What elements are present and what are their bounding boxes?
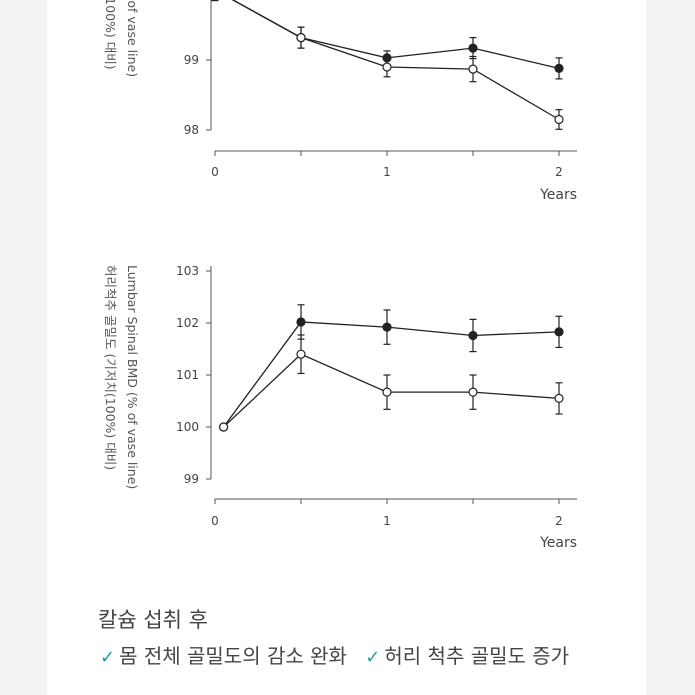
chart1-ylabel-ko: 몸 전체 골밀도 (기저치(100%) 대비): [103, 0, 118, 70]
y-tick-label: 98: [184, 123, 199, 137]
content-card: [47, 0, 646, 695]
chart2-ylabel-en: Lumbar Spinal BMD (% of vase line): [125, 265, 140, 489]
data-point-open: [382, 387, 392, 397]
chart1: 98 99 0 1 2: [184, 0, 577, 179]
x-tick-label: 0: [211, 165, 219, 179]
chart2: 99 100 101 102 103 0 1 2: [176, 264, 577, 528]
benefit-list: ✓ 몸 전체 골밀도의 감소 완화 ✓ 허리 척추 골밀도 증가: [100, 640, 581, 669]
check-icon: ✓: [365, 647, 381, 668]
y-tick-label: 101: [176, 368, 199, 382]
y-tick-label: 99: [184, 53, 199, 67]
data-point-open: [296, 32, 306, 43]
data-point-filled: [468, 330, 478, 341]
benefit-item: ✓ 허리 척추 골밀도 증가: [365, 640, 569, 669]
data-point-open: [554, 393, 564, 403]
data-point-open: [468, 64, 478, 74]
x-tick-label: 1: [383, 514, 391, 528]
data-point-filled: [296, 317, 306, 327]
data-point-open: [382, 62, 392, 72]
x-tick-label: 0: [211, 514, 219, 528]
data-point-filled: [382, 53, 392, 63]
data-point-open: [554, 114, 564, 125]
data-point-filled: [468, 43, 478, 53]
y-tick-label: 102: [176, 316, 199, 330]
data-point-filled: [382, 322, 392, 332]
x-tick-label: 1: [383, 165, 391, 179]
data-point-open: [219, 422, 229, 432]
data-point-filled: [554, 63, 564, 74]
data-point-open: [468, 387, 478, 397]
x-tick-label: 2: [555, 165, 563, 179]
series-line-filled: [223, 321, 560, 428]
chart2-ylabel-ko: 허리척추 골밀도 (기저치(100%) 대비): [103, 265, 118, 470]
benefit-label: 허리 척추 골밀도 증가: [384, 644, 570, 668]
chart1-ylabel-en: Total Body BMD (% of vase line): [125, 0, 140, 77]
caption: 칼슘 섭취 후: [98, 608, 208, 632]
data-point-filled: [554, 327, 564, 337]
x-tick-label: 2: [555, 514, 563, 528]
benefit-label: 몸 전체 골밀도의 감소 완화: [119, 644, 347, 668]
check-icon: ✓: [100, 647, 116, 668]
data-point-open: [296, 349, 306, 359]
benefit-item: ✓ 몸 전체 골밀도의 감소 완화: [100, 640, 347, 669]
chart1-xlabel: Years: [539, 187, 577, 203]
y-tick-label: 103: [176, 264, 199, 278]
y-tick-label: 100: [176, 420, 199, 434]
y-tick-label: 99: [184, 472, 199, 486]
chart2-xlabel: Years: [539, 535, 577, 551]
